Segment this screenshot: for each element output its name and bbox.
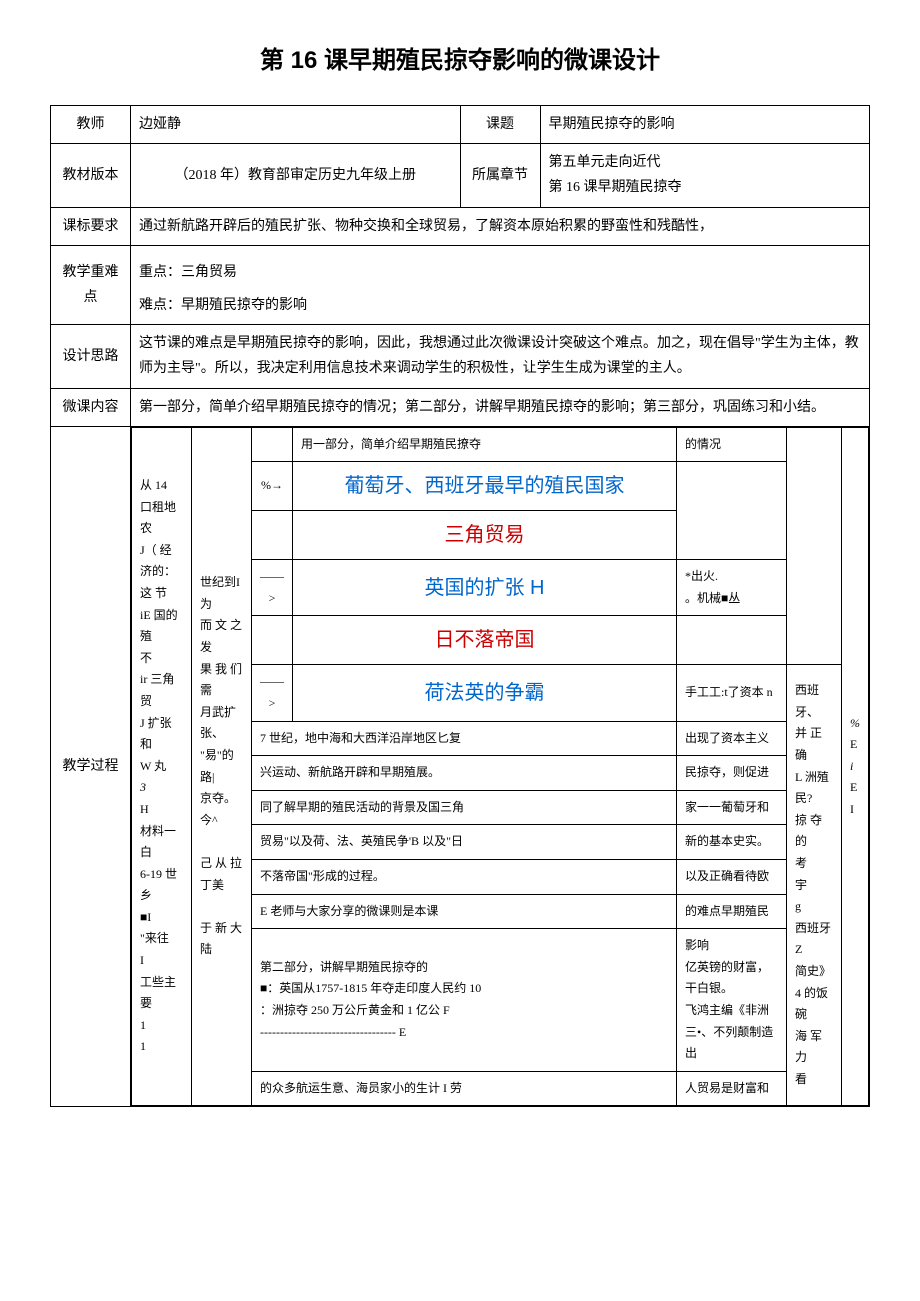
right-5: 以及正确看待欧 (677, 860, 787, 895)
arrow-cell-0 (252, 427, 293, 462)
topic-value: 早期殖民掠夺的影响 (540, 106, 870, 144)
process-cell: 从 14 口租地农 J（ 经济的： 这 节 iE 国的殖 不 ir 三角贸 J … (131, 426, 870, 1107)
empty-r4 (677, 616, 787, 665)
chapter-line1: 第五单元走向近代 (549, 155, 661, 170)
body-1: 7 世纪，地中海和大西洋沿岸地区匕复 (252, 721, 677, 756)
far-right-col: % E i E I (842, 427, 869, 1106)
body-6: E 老师与大家分享的微课则是本课 (252, 894, 677, 929)
textbook-value: （2018 年）教育部审定历史九年级上册 (131, 144, 461, 207)
body-3: 同了解早期的殖民活动的背景及国三角 (252, 790, 677, 825)
far-right-upper (787, 427, 842, 665)
content-label: 微课内容 (51, 388, 131, 426)
chapter-value: 第五单元走向近代 第 16 课早期殖民掠夺 (540, 144, 870, 207)
design-label: 设计思路 (51, 325, 131, 388)
topic-3-text: 英国的扩张 H (425, 577, 545, 599)
arrow-1: %→ (252, 462, 293, 511)
body-2: 兴运动、新航路开辟和早期殖展。 (252, 756, 677, 791)
teacher-label: 教师 (51, 106, 131, 144)
page-title: 第 16 课早期殖民掠夺影响的微课设计 (50, 40, 870, 75)
keypoint-line1: 重点：三角贸易 (139, 252, 861, 293)
mid-margin-col: 世纪到I为 而 文 之 发 果 我 们 需 月武扩张、 "易"的路| 京夺。今^… (192, 427, 252, 1106)
textbook-label: 教材版本 (51, 144, 131, 207)
topic-3: 英国的扩张 H (293, 560, 677, 616)
keypoint-value: 重点：三角贸易 难点：早期殖民掠夺的影响 (131, 245, 870, 324)
topic-4-text: 日不落帝国 (435, 629, 535, 651)
topic-1-text: 葡萄牙、西班牙最早的殖民国家 (345, 475, 625, 497)
teacher-value: 边娅静 (131, 106, 461, 144)
design-value: 这节课的难点是早期殖民掠夺的影响，因此，我想通过此次微课设计突破这个难点。加之，… (131, 325, 870, 388)
right-3: 家一一葡萄牙和 (677, 790, 787, 825)
body-7: 第二部分，讲解早期殖民掠夺的 ■：英国从1757-1815 年夺走印度人民约 1… (252, 929, 677, 1072)
arrow-5: ——> (252, 665, 293, 721)
standard-label: 课标要求 (51, 207, 131, 245)
arrow-4-empty (252, 616, 293, 665)
right-7: 影响 亿英镑的财富， 干白银。 飞鸿主编《非洲 三•、不列颠制造出 (677, 929, 787, 1072)
intro-text: 用一部分，简单介绍早期殖民撩夺 (293, 427, 677, 462)
lesson-plan-table: 教师 边娅静 课题 早期殖民掠夺的影响 教材版本 （2018 年）教育部审定历史… (50, 105, 870, 1107)
process-label: 教学过程 (51, 426, 131, 1107)
topic-5: 荷法英的争霸 (293, 665, 677, 721)
right-2: 民掠夺，则促进 (677, 756, 787, 791)
empty-r1 (677, 462, 787, 560)
chapter-label: 所属章节 (460, 144, 540, 207)
far-right-lower: 西班牙、 并 正 确 L 洲殖民? 掠 夺 的 考 宇 g 西班牙 Z 简史》 … (787, 665, 842, 1106)
topic-2: 三角贸易 (293, 511, 677, 560)
body-11: 的众多航运生意、海员家小的生计 I 劳 (252, 1071, 677, 1106)
content-value: 第一部分，简单介绍早期殖民掠夺的情况；第二部分，讲解早期殖民掠夺的影响；第三部分… (131, 388, 870, 426)
arrow-3: ——> (252, 560, 293, 616)
body-4: 贸易"以及荷、法、英殖民争'B 以及"日 (252, 825, 677, 860)
topic-2-text: 三角贸易 (445, 524, 525, 546)
side-note: *出火. 。机械■丛 (677, 560, 787, 616)
process-inner-table: 从 14 口租地农 J（ 经济的： 这 节 iE 国的殖 不 ir 三角贸 J … (131, 427, 869, 1107)
keypoint-line2: 难点：早期殖民掠夺的影响 (139, 293, 861, 318)
arrow-2-empty (252, 511, 293, 560)
standard-value: 通过新航路开辟后的殖民扩张、物种交换和全球贸易，了解资本原始积累的野蛮性和残酷性… (131, 207, 870, 245)
topic-5-text: 荷法英的争霸 (425, 682, 545, 704)
left-margin-col: 从 14 口租地农 J（ 经济的： 这 节 iE 国的殖 不 ir 三角贸 J … (132, 427, 192, 1106)
intro-right: 的情况 (677, 427, 787, 462)
right-1: 出现了资本主义 (677, 721, 787, 756)
right-0: 手工工:t了资本 n (677, 665, 787, 721)
right-4: 新的基本史实。 (677, 825, 787, 860)
right-12: 人贸易是财富和 (677, 1071, 787, 1106)
chapter-line2: 第 16 课早期殖民掠夺 (549, 180, 682, 195)
body-5: 不落帝国"形成的过程。 (252, 860, 677, 895)
topic-4: 日不落帝国 (293, 616, 677, 665)
topic-1: 葡萄牙、西班牙最早的殖民国家 (293, 462, 677, 511)
right-6: 的难点早期殖民 (677, 894, 787, 929)
topic-label: 课题 (460, 106, 540, 144)
keypoint-label: 教学重难点 (51, 245, 131, 324)
